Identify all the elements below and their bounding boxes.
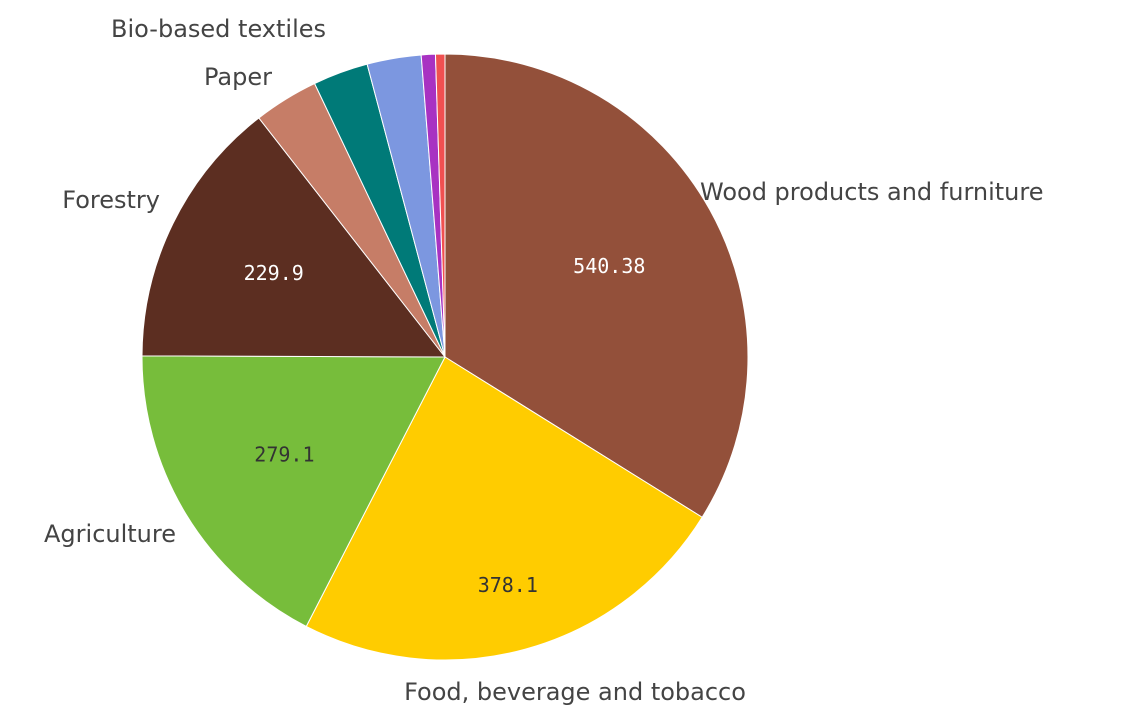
slice-value-labels: 540.38 378.1 279.1 229.9	[244, 254, 646, 597]
category-label-agriculture: Agriculture	[44, 520, 176, 548]
category-label-food-beverage: Food, beverage and tobacco	[404, 678, 746, 706]
slice-value-label-1: 378.1	[478, 573, 538, 597]
pie-slice-3	[141, 117, 447, 358]
category-label-bio-based-textiles: Bio-based textiles	[111, 15, 326, 43]
category-label-forestry: Forestry	[62, 186, 160, 214]
slice-value-label-2: 279.1	[254, 443, 314, 467]
pie-slice-0	[444, 53, 749, 518]
category-label-wood-products: Wood products and furniture	[700, 178, 1044, 206]
slice-value-label-0: 540.38	[573, 254, 645, 278]
slice-category-labels: Wood products and furniture Food, bevera…	[44, 15, 1044, 706]
slice-value-label-3: 229.9	[244, 261, 304, 285]
pie-slice-2	[141, 355, 446, 628]
pie-slice-8	[434, 53, 446, 358]
category-label-paper: Paper	[204, 63, 272, 91]
pie-slice-1	[305, 356, 703, 661]
pie-slices	[141, 53, 749, 661]
